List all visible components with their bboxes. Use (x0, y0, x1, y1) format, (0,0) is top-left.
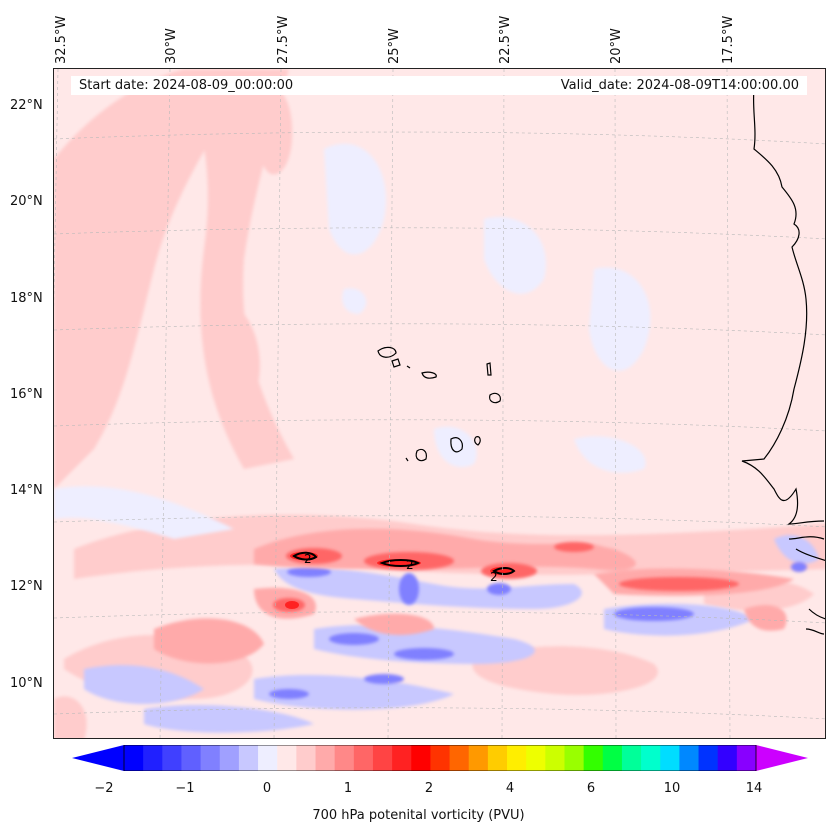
contour-label-1: 2 (304, 552, 312, 566)
colorbar-segment (621, 745, 642, 771)
colorbar-segment (583, 745, 604, 771)
colorbar-segment (564, 745, 585, 771)
colorbar-segment (430, 745, 451, 771)
valid-date-label: Valid_date: 2024-08-09T14:00:00.00 (560, 78, 799, 93)
cape-verde-islands (377, 346, 501, 462)
colorbar-segment (641, 745, 661, 771)
colorbar-segment (679, 745, 700, 771)
colorbar-segment (296, 745, 317, 771)
colorbar-segment (200, 745, 221, 771)
colorbar-tick: 4 (505, 781, 515, 796)
pv-light-blue-patches (54, 143, 651, 539)
colorbar-segment (392, 745, 412, 771)
colorbar-segment (602, 745, 623, 771)
contour-label-3: 2 (490, 570, 498, 584)
colorbar-extend-low (72, 745, 124, 771)
colorbar-segment (124, 745, 144, 771)
colorbar-tick: 6 (586, 781, 596, 796)
lon-label-30w: 30°W (164, 28, 179, 64)
colorbar-segment (181, 745, 202, 771)
colorbar-segment (162, 745, 182, 771)
colorbar-segments (124, 745, 757, 771)
colorbar (72, 745, 808, 771)
lat-label-22n: 22°N (10, 98, 43, 113)
colorbar-segment (736, 745, 757, 771)
pv-2-contours (292, 551, 516, 575)
map-panel: 2 2 2 (53, 68, 826, 739)
colorbar-tick: 0 (262, 781, 272, 796)
colorbar-segment (277, 745, 297, 771)
lat-label-16n: 16°N (10, 387, 43, 402)
colorbar-segment (698, 745, 719, 771)
colorbar-segment (238, 745, 259, 771)
lon-label-20w: 20°W (609, 28, 624, 64)
pv-field: 2 2 2 (54, 69, 825, 738)
colorbar-segment (334, 745, 355, 771)
colorbar-tick: −2 (94, 781, 114, 796)
lat-label-14n: 14°N (10, 483, 43, 498)
lon-label-32-5w: 32.5°W (54, 15, 69, 64)
lat-label-18n: 18°N (10, 291, 43, 306)
colorbar-segment (717, 745, 738, 771)
colorbar-frame (123, 745, 757, 771)
colorbar-segment (315, 745, 336, 771)
colorbar-segment (487, 745, 508, 771)
lon-label-17-5w: 17.5°W (721, 15, 736, 64)
colorbar-segment (545, 745, 565, 771)
colorbar-label: 700 hPa potenital vorticity (PVU) (312, 808, 525, 823)
colorbar-tick: 14 (745, 781, 763, 796)
colorbar-segment (526, 745, 546, 771)
colorbar-segment (219, 745, 240, 771)
colorbar-segment (507, 745, 527, 771)
colorbar-segment (468, 745, 489, 771)
colorbar-extend-high (756, 745, 808, 771)
colorbar-segment (353, 745, 374, 771)
pv-negative-cores (269, 562, 807, 699)
colorbar-segment (372, 745, 393, 771)
colorbar-tick: −1 (175, 781, 195, 796)
colorbar-tick: 1 (343, 781, 353, 796)
lat-label-10n: 10°N (10, 676, 43, 691)
lat-label-20n: 20°N (10, 194, 43, 209)
colorbar-segment (660, 745, 680, 771)
colorbar-segment (449, 745, 470, 771)
colorbar-segment (258, 745, 278, 771)
colorbar-segment (411, 745, 431, 771)
lon-label-27-5w: 27.5°W (276, 15, 291, 64)
lat-label-12n: 12°N (10, 579, 43, 594)
coastlines (741, 88, 825, 635)
graticule (54, 69, 825, 738)
lon-label-22-5w: 22.5°W (498, 15, 513, 64)
date-header: Start date: 2024-08-09_00:00:00 Valid_da… (71, 76, 807, 95)
contour-label-2: 2 (406, 558, 414, 572)
colorbar-tick: 2 (424, 781, 434, 796)
colorbar-segment (143, 745, 163, 771)
lon-label-25w: 25°W (387, 28, 402, 64)
start-date-label: Start date: 2024-08-09_00:00:00 (79, 78, 294, 93)
colorbar-tick: 10 (663, 781, 681, 796)
